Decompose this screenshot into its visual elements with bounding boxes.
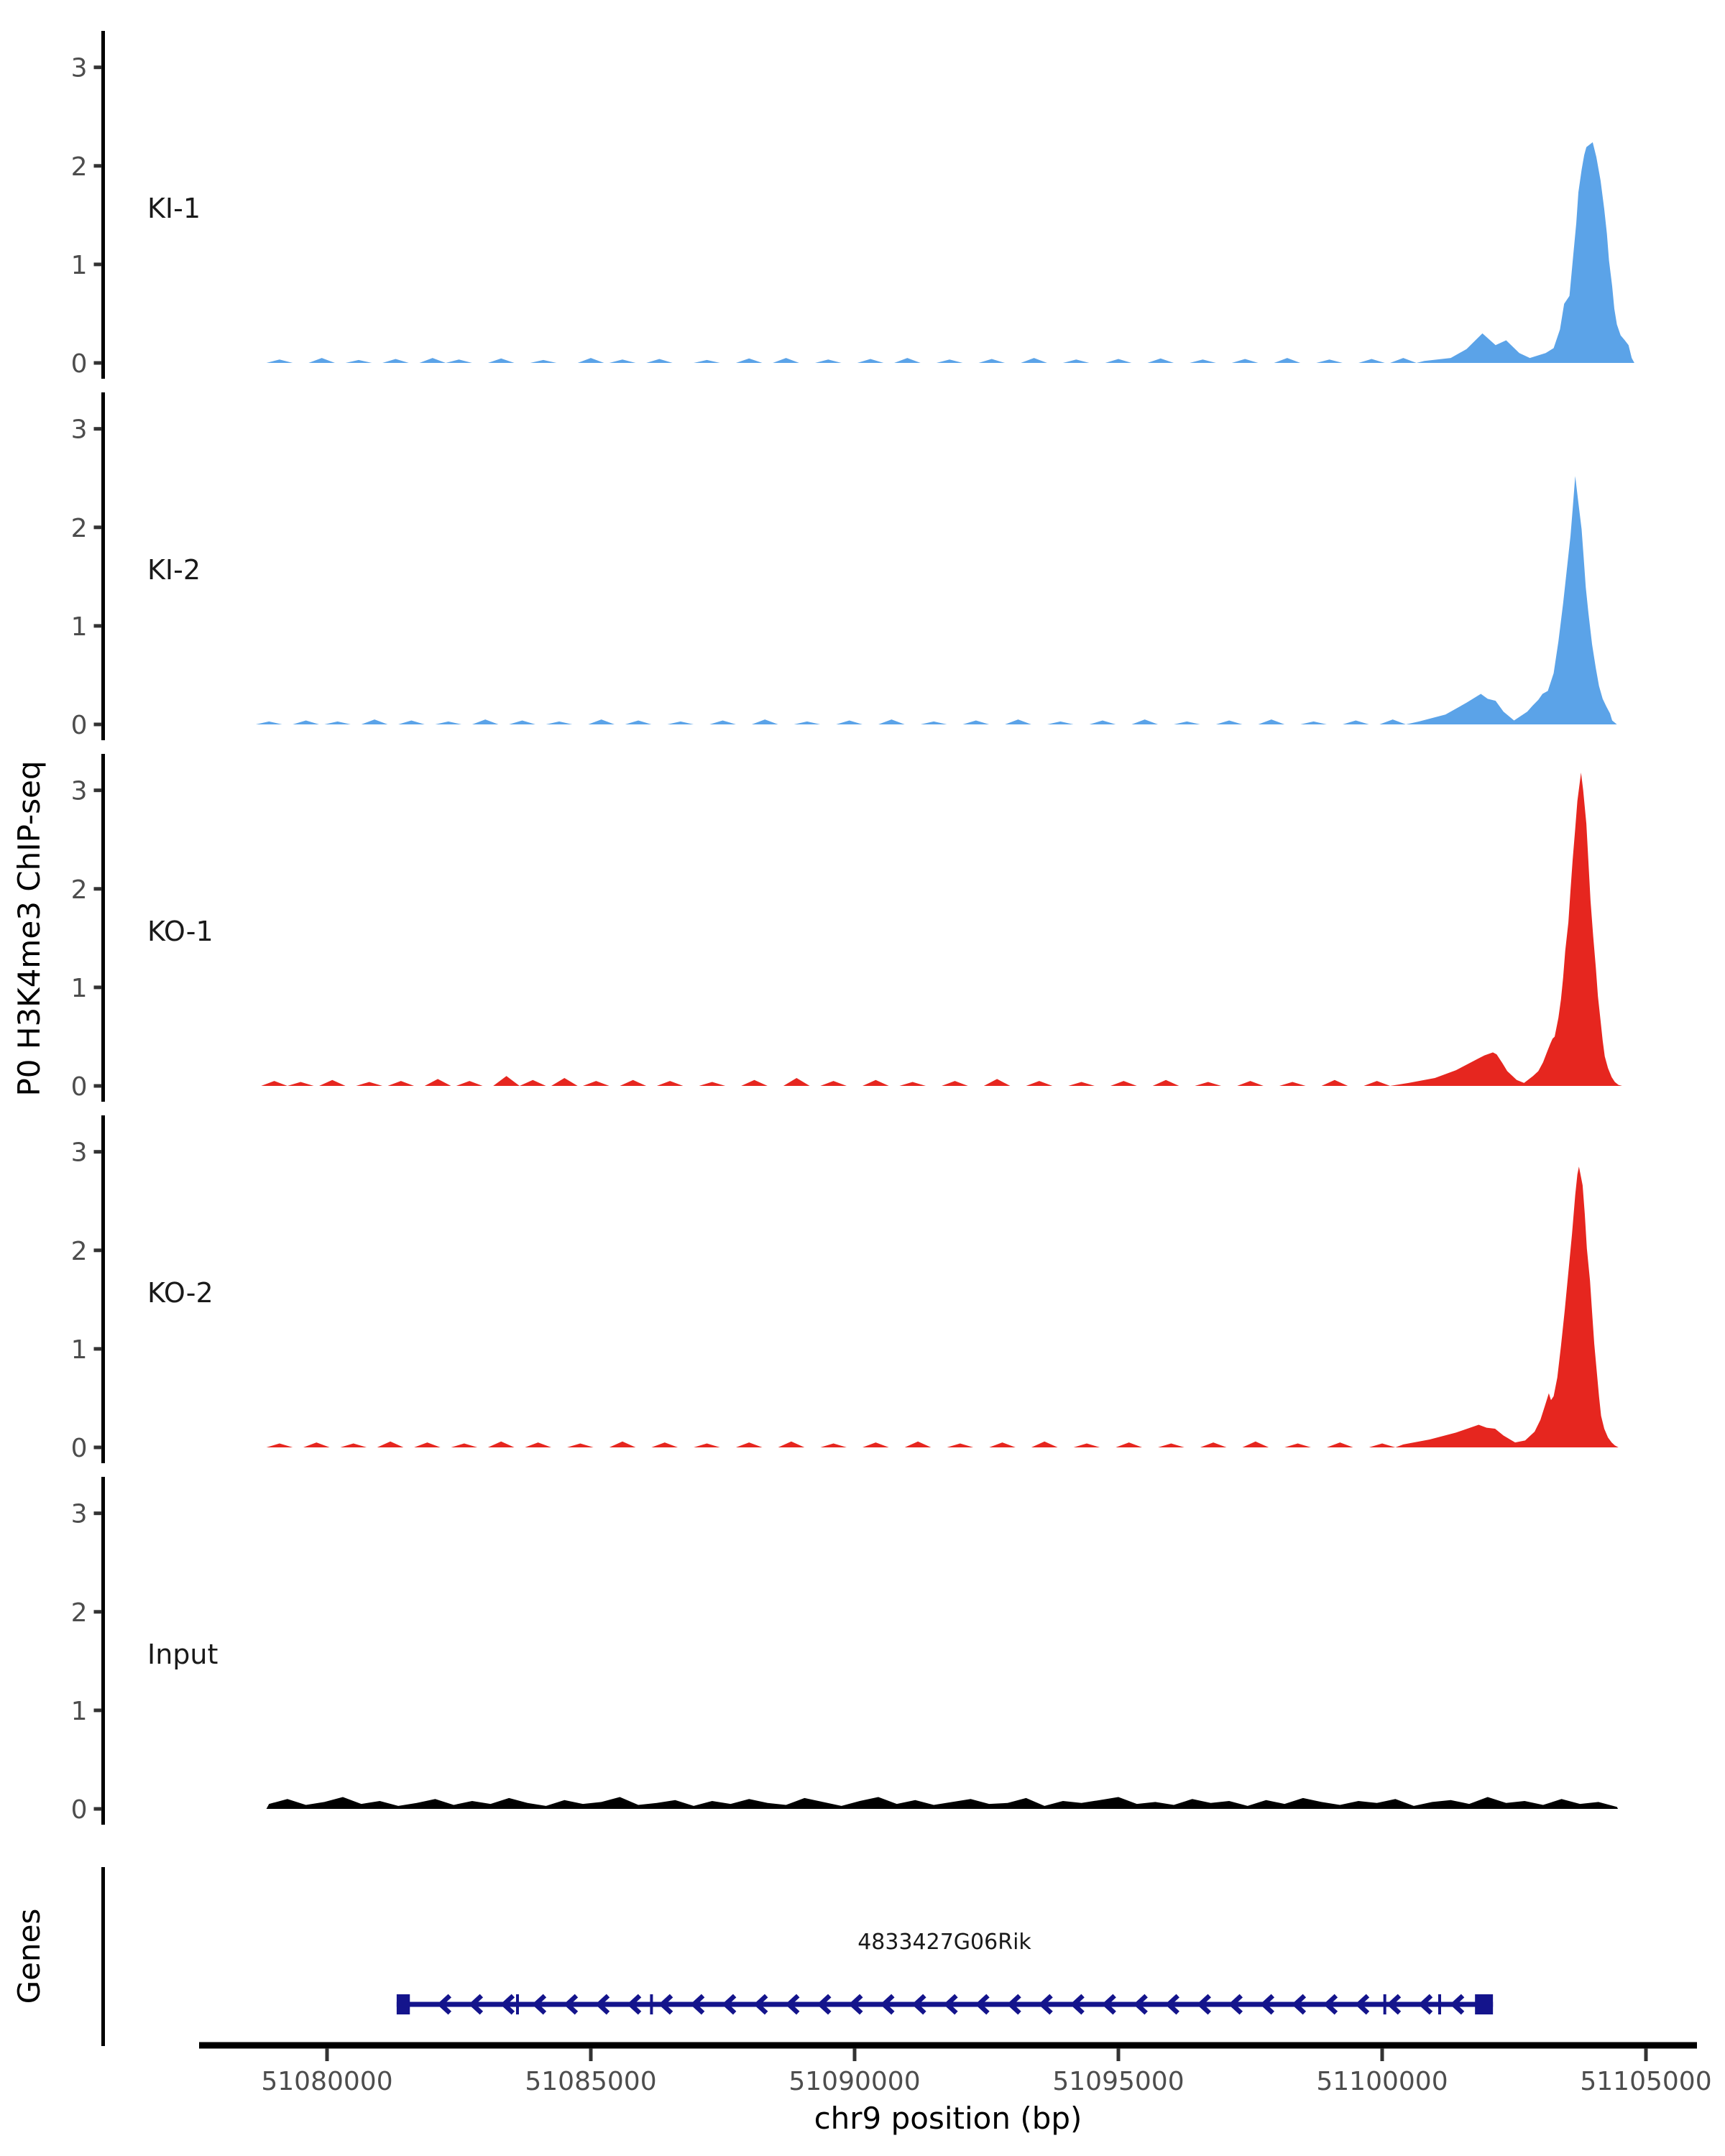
signal-area-ki-2 [255, 476, 1617, 724]
strand-arrow-icon [564, 1994, 579, 2015]
strand-arrow-icon [1164, 1994, 1179, 2015]
y-tick-label: 3 [71, 54, 88, 83]
y-tick-label: 1 [71, 251, 88, 280]
y-tick-label: 3 [71, 777, 88, 806]
signal-tracks-group: 0 1 2 3 0 1 2 3 0 1 2 3 0 1 2 3 0 1 2 3 [71, 31, 1634, 1825]
signal-area-input [266, 1797, 1619, 1809]
signal-area-ko-2 [266, 1166, 1619, 1447]
track-panel-ki-1: 0 1 2 3 [71, 31, 1634, 379]
y-tick-label: 0 [71, 711, 88, 740]
y-tick-label: 1 [71, 974, 88, 1003]
strand-arrow-icon [1196, 1994, 1211, 2015]
y-tick-label: 2 [71, 1598, 88, 1628]
strand-arrow-icon [1038, 1994, 1053, 2015]
signal-area-ki-1 [266, 142, 1634, 363]
track-panel-input: 0 1 2 3 [71, 1477, 1619, 1825]
y-tick-label: 3 [71, 415, 88, 445]
strand-arrow-icon [690, 1994, 705, 2015]
gene-track-group [101, 1867, 1494, 2046]
track-panel-ko-1: 0 1 2 3 [71, 754, 1622, 1102]
y-tick-label: 2 [71, 1237, 88, 1266]
exon-box [1475, 1994, 1494, 2014]
signal-area-ko-1 [261, 773, 1622, 1086]
y-axis-title: P0 H3K4me3 ChIP-seq [12, 760, 47, 1096]
strand-arrow-icon [1292, 1994, 1307, 2015]
y-tick-label: 0 [71, 1072, 88, 1102]
exon-tick [1383, 1994, 1386, 2014]
strand-arrow-icon [658, 1994, 673, 2015]
strand-arrow-icon [753, 1994, 768, 2015]
strand-arrow-icon [1228, 1994, 1243, 2015]
strand-arrow-icon [943, 1994, 958, 2015]
y-tick-label: 2 [71, 514, 88, 543]
y-tick-label: 2 [71, 875, 88, 905]
track-panel-ki-2: 0 1 2 3 [71, 392, 1617, 740]
exon-box [396, 1994, 410, 2014]
track-label-input: Input [147, 1639, 218, 1670]
exon-tick [1438, 1994, 1442, 2014]
strand-arrow-icon [532, 1994, 547, 2015]
strand-arrow-icon [1386, 1994, 1402, 2015]
exon-tick [650, 1994, 653, 2014]
strand-arrow-icon [1418, 1994, 1433, 2015]
strand-arrow-icon [595, 1994, 610, 2015]
strand-arrow-icon [1450, 1994, 1465, 2015]
x-tick-label: 51100000 [1316, 2067, 1448, 2096]
strand-arrow-icon [1006, 1994, 1021, 2015]
strand-arrow-icon [1133, 1994, 1148, 2015]
track-label-ko-2: KO-2 [147, 1277, 213, 1309]
track-label-ki-1: KI-1 [147, 193, 201, 224]
y-tick-label: 1 [71, 612, 88, 642]
x-axis-group: 51080000 51085000 51090000 51095000 51100000… [199, 2042, 1712, 2096]
track-label-ki-2: KI-2 [147, 554, 201, 586]
strand-arrow-icon [627, 1994, 642, 2015]
strand-arrow-icon [816, 1994, 832, 2015]
strand-arrow-icon [1070, 1994, 1085, 2015]
y-tick-label: 1 [71, 1697, 88, 1726]
y-tick-label: 0 [71, 1795, 88, 1825]
strand-arrow-icon [1101, 1994, 1116, 2015]
strand-arrow-icon [437, 1994, 452, 2015]
y-tick-label: 2 [71, 152, 88, 182]
strand-arrow-icon [500, 1994, 515, 2015]
y-tick-label: 1 [71, 1335, 88, 1365]
strand-arrow-icon [975, 1994, 990, 2015]
y-tick-label: 3 [71, 1138, 88, 1168]
strand-arrow-icon [1260, 1994, 1275, 2015]
track-label-ko-1: KO-1 [147, 916, 213, 947]
x-tick-label: 51090000 [788, 2067, 920, 2096]
x-tick-label: 51105000 [1580, 2067, 1711, 2096]
strand-arrow-icon [469, 1994, 484, 2015]
exon-tick [515, 1994, 519, 2014]
strand-arrow-icon [848, 1994, 863, 2015]
strand-arrow-icon [1355, 1994, 1370, 2015]
genes-axis-title: Genes [12, 1909, 47, 2004]
strand-arrow-icon [1323, 1994, 1338, 2015]
x-tick-label: 51080000 [261, 2067, 392, 2096]
y-tick-label: 3 [71, 1500, 88, 1529]
track-panel-ko-2: 0 1 2 3 [71, 1115, 1619, 1463]
x-tick-label: 51095000 [1052, 2067, 1184, 2096]
strand-arrow-icon [785, 1994, 800, 2015]
x-tick-label: 51085000 [525, 2067, 656, 2096]
strand-arrow-icon [880, 1994, 895, 2015]
y-tick-label: 0 [71, 1434, 88, 1463]
strand-arrow-icon [911, 1994, 926, 2015]
gene-name-label: 4833427G06Rik [857, 1930, 1031, 1955]
strand-arrow-icon [722, 1994, 737, 2015]
y-tick-label: 0 [71, 349, 88, 379]
x-axis-title: chr9 position (bp) [814, 2101, 1082, 2136]
